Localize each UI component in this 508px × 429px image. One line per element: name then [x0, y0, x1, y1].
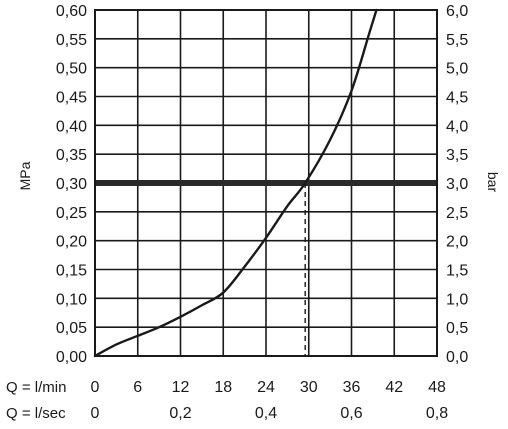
x-tick-label-primary: 12 [172, 379, 190, 396]
x-tick-label-secondary: 0,2 [169, 405, 191, 422]
y-tick-label-left: 0,60 [56, 3, 87, 20]
y-axis-label-left: MPa [17, 161, 33, 190]
axis-label-layer: MPa bar Q = l/min Q = l/sec 0,000,050,10… [6, 3, 501, 422]
y-tick-label-left: 0,55 [56, 32, 87, 49]
y-tick-label-right: 1,0 [446, 291, 468, 308]
x-tick-label-secondary: 0,4 [255, 405, 277, 422]
y-tick-label-left: 0,40 [56, 118, 87, 135]
y-tick-label-left: 0,00 [56, 349, 87, 366]
x-tick-label-secondary: 0,6 [340, 405, 362, 422]
x-tick-label-primary: 0 [91, 379, 100, 396]
y-tick-label-left: 0,20 [56, 234, 87, 251]
pressure-curve [93, 8, 378, 358]
y-tick-label-right: 5,5 [446, 32, 468, 49]
series-layer [93, 8, 378, 358]
x-tick-label-primary: 18 [214, 379, 232, 396]
y-tick-label-right: 3,0 [446, 176, 468, 193]
x-axis-label-secondary: Q = l/sec [6, 405, 66, 422]
y-tick-label-right: 4,5 [446, 90, 468, 107]
y-tick-label-right: 5,0 [446, 61, 468, 78]
y-tick-label-left: 0,25 [56, 205, 87, 222]
x-tick-label-primary: 30 [300, 379, 318, 396]
y-tick-label-left: 0,50 [56, 61, 87, 78]
y-tick-label-left: 0,35 [56, 147, 87, 164]
x-tick-label-secondary: 0,8 [426, 405, 448, 422]
x-axis-label-primary: Q = l/min [6, 379, 66, 396]
x-tick-label-primary: 24 [257, 379, 275, 396]
reference-layer [95, 180, 437, 356]
y-tick-label-right: 4,0 [446, 118, 468, 135]
y-tick-label-left: 0,45 [56, 90, 87, 107]
y-tick-label-left: 0,10 [56, 291, 87, 308]
y-tick-label-right: 3,5 [446, 147, 468, 164]
y-tick-label-left: 0,05 [56, 320, 87, 337]
x-tick-label-primary: 42 [385, 379, 403, 396]
y-tick-label-right: 0,5 [446, 320, 468, 337]
x-tick-label-primary: 6 [133, 379, 142, 396]
y-tick-label-left: 0,15 [56, 263, 87, 280]
y-tick-label-right: 6,0 [446, 3, 468, 20]
plot-frame [94, 9, 438, 357]
y-tick-label-right: 1,5 [446, 263, 468, 280]
y-tick-label-right: 0,0 [446, 349, 468, 366]
x-tick-label-primary: 48 [428, 379, 446, 396]
y-tick-label-left: 0,30 [56, 176, 87, 193]
plot-frame-layer [94, 9, 438, 357]
x-tick-label-primary: 36 [343, 379, 361, 396]
y-tick-label-right: 2,5 [446, 205, 468, 222]
x-tick-label-secondary: 0 [91, 405, 100, 422]
y-axis-label-right: bar [485, 172, 501, 193]
y-tick-label-right: 2,0 [446, 234, 468, 251]
